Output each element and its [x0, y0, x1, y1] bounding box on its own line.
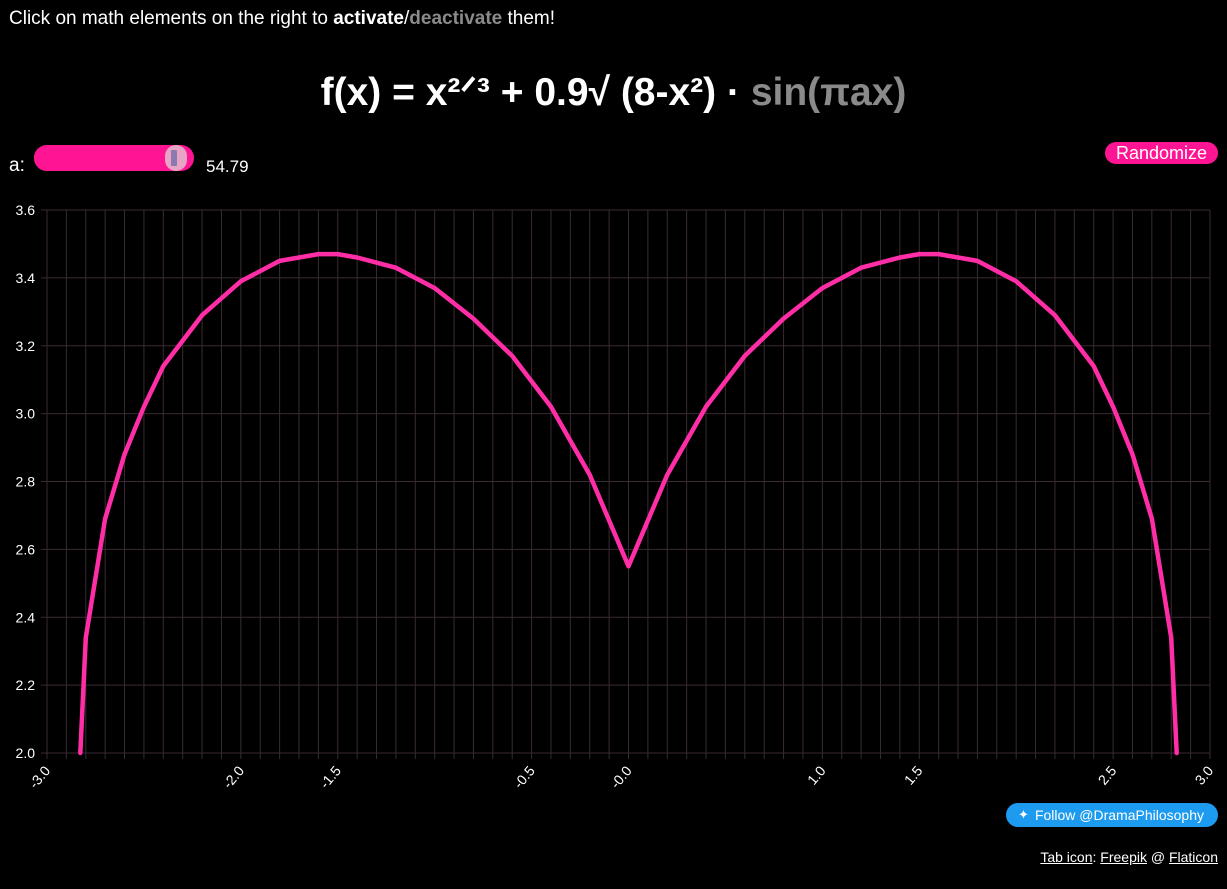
x-tick-label: 2.5 — [1095, 762, 1120, 787]
data-point — [859, 266, 863, 269]
x-tick-label: -0.0 — [607, 762, 635, 791]
x-tick-label: -0.5 — [510, 762, 538, 791]
data-point — [142, 405, 146, 409]
y-tick-label: 2.2 — [16, 677, 36, 693]
twitter-follow-label: Follow @DramaPhilosophy — [1034, 807, 1204, 823]
data-point — [511, 354, 514, 358]
data-point — [103, 517, 107, 521]
y-tick-label: 2.8 — [16, 474, 36, 490]
formula-term-power[interactable]: x²ᐟ³ — [425, 71, 490, 114]
data-point — [1175, 751, 1178, 755]
y-tick-label: 2.6 — [16, 541, 36, 557]
data-point — [666, 473, 669, 476]
instructions-prefix: Click on math elements on the right to — [9, 8, 334, 29]
instructions-activate: activate — [333, 8, 404, 29]
data-point — [782, 317, 785, 320]
y-tick-label: 2.4 — [16, 609, 36, 625]
formula-plus: + — [489, 71, 535, 114]
curve — [78, 251, 1179, 756]
data-point — [84, 636, 87, 639]
tab-icon-link[interactable]: Tab icon — [1040, 849, 1093, 865]
x-tick-label: 1.5 — [901, 762, 926, 787]
twitter-follow-button[interactable]: ✦ Follow @DramaPhilosophy — [1006, 803, 1218, 827]
data-point — [394, 266, 398, 269]
instructions-slash: / — [404, 8, 410, 29]
formula: f(x) = x²ᐟ³ + 0.9√ (8-x²) · sin(πax) — [0, 70, 1227, 115]
y-tick-label: 3.2 — [16, 338, 36, 354]
y-tick-label: 3.6 — [16, 202, 36, 218]
flaticon-link[interactable]: Flaticon — [1168, 849, 1218, 865]
slider-value: 54.79 — [206, 157, 249, 176]
data-point — [976, 259, 979, 263]
data-point — [743, 354, 746, 358]
data-point — [918, 252, 921, 256]
data-point — [704, 405, 708, 409]
data-point — [162, 364, 165, 368]
data-point — [239, 280, 243, 283]
data-point — [937, 252, 940, 256]
formula-term-sin[interactable]: sin(πax) — [750, 71, 907, 114]
data-point — [336, 252, 339, 256]
data-point — [1150, 517, 1154, 521]
data-point — [588, 473, 591, 476]
credits-at: @ — [1146, 849, 1169, 865]
data-point — [1170, 636, 1173, 639]
function-chart: 2.0 2.2 2.4 2.6 2.8 3.0 3.2 3.4 3.6 -3.0 -2.0 -1.5 -… — [16, 202, 1217, 791]
data-point — [200, 314, 204, 317]
data-point — [472, 317, 475, 320]
data-point — [821, 286, 824, 290]
data-point — [278, 259, 281, 263]
x-tick-label: -1.5 — [316, 762, 344, 791]
instructions-deactivate: deactivate — [409, 8, 503, 29]
formula-term-sqrt[interactable]: 0.9√ (8-x²) — [534, 71, 717, 114]
data-point — [433, 286, 436, 290]
data-point — [1111, 405, 1115, 409]
freepik-link[interactable]: Freepik — [1100, 849, 1147, 865]
data-point — [627, 565, 630, 568]
a-slider[interactable] — [34, 145, 194, 171]
data-point — [549, 405, 553, 409]
data-point — [1014, 280, 1018, 283]
data-point — [1053, 314, 1057, 317]
twitter-bird-icon: ✦ — [1018, 807, 1029, 822]
y-tick-label: 2.0 — [16, 745, 36, 761]
data-point — [123, 453, 126, 456]
instructions-suffix: them! — [502, 8, 556, 29]
randomize-button[interactable]: Randomize — [1104, 142, 1218, 164]
slider-fill — [34, 145, 181, 171]
data-point — [355, 256, 359, 259]
data-point — [79, 751, 82, 755]
grid — [41, 209, 1211, 759]
y-tick-label: 3.0 — [16, 406, 36, 422]
x-tick-label: 1.0 — [804, 762, 829, 787]
credits-colon: : — [1092, 849, 1101, 865]
x-tick-label: -3.0 — [26, 762, 54, 791]
x-tick-label: -2.0 — [219, 762, 247, 791]
y-tick-label: 3.4 — [16, 270, 36, 286]
axes: 2.0 2.2 2.4 2.6 2.8 3.0 3.2 3.4 3.6 -3.0 -2.0 -1.5 -… — [16, 202, 1217, 791]
slider-label: a: — [9, 155, 25, 176]
formula-lhs: f(x) = — [320, 71, 426, 114]
credits: Tab icon: Freepik @ Flaticon — [1040, 849, 1218, 865]
data-point — [317, 252, 320, 256]
x-tick-label: 3.0 — [1192, 762, 1217, 787]
formula-dot: · — [716, 71, 751, 114]
instructions-text: Click on math elements on the right to a… — [9, 8, 555, 30]
data-point — [898, 256, 902, 259]
data-point — [1131, 453, 1134, 456]
data-point — [1092, 364, 1095, 368]
slider-thumb[interactable] — [165, 145, 188, 171]
